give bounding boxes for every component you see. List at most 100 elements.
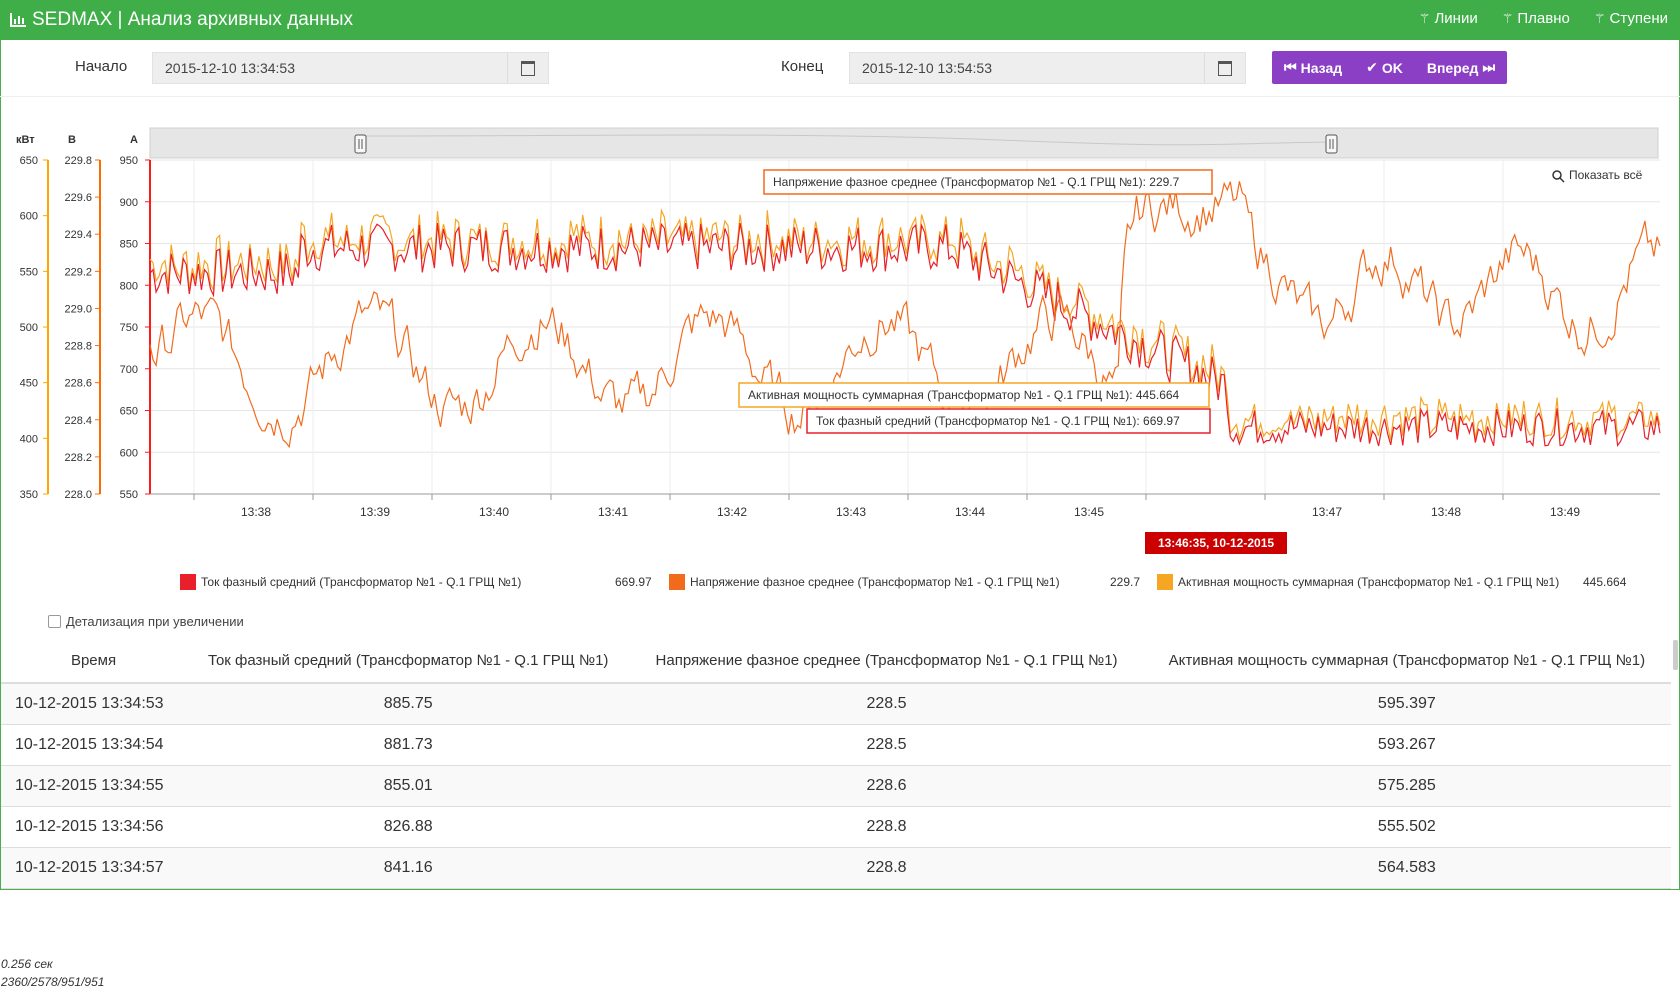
- y-tick-label: 228.0: [64, 489, 92, 501]
- start-datetime-field[interactable]: 2015-12-10 13:34:53: [152, 52, 549, 84]
- table-row[interactable]: 10-12-2015 13:34:55 855.01 228.6 575.285: [1, 765, 1671, 807]
- legend-label-voltage[interactable]: Напряжение фазное среднее (Трансформатор…: [690, 575, 1060, 589]
- forward-button[interactable]: Вперед ⏭: [1426, 59, 1496, 76]
- y-tick-label: 600: [20, 211, 38, 223]
- table-scrollbar[interactable]: [1673, 640, 1678, 670]
- zoom-icon: [1552, 170, 1562, 180]
- legend-swatch-current[interactable]: [180, 574, 196, 590]
- detail-label: Детализация при увеличении: [66, 614, 244, 629]
- grid-lines: [150, 159, 1660, 495]
- axis-unit-v: В: [68, 134, 76, 146]
- series-lines: [149, 181, 1661, 449]
- y-tick-label: 550: [20, 266, 38, 278]
- tooltip-voltage: Напряжение фазное среднее (Трансформатор…: [763, 169, 1213, 195]
- bar-chart-icon: [10, 13, 26, 27]
- y-tick-label: 228.4: [64, 415, 92, 427]
- navigator-handle-left[interactable]: [354, 134, 367, 154]
- navigation-buttons: ⏮ Назад ✔ OK Вперед ⏭: [1272, 51, 1508, 84]
- cell-current: 881.73: [186, 724, 631, 766]
- legend-swatch-power[interactable]: [1157, 574, 1173, 590]
- cell-voltage: 228.6: [630, 765, 1143, 807]
- series-line-current[interactable]: [149, 222, 1661, 448]
- y-tick-label: 228.2: [64, 452, 92, 464]
- ok-button[interactable]: ✔ OK: [1366, 59, 1403, 76]
- data-table-container[interactable]: Время Ток фазный средний (Трансформатор …: [1, 638, 1671, 890]
- y-tick-label: 229.0: [64, 303, 92, 315]
- x-axis: 13:38 13:39 13:40 13:41 13:42 13:43 13:44 13:45…: [150, 493, 1660, 519]
- start-datetime-value: 2015-12-10 13:34:53: [165, 60, 295, 76]
- series-line-power[interactable]: [149, 208, 1661, 442]
- cell-current: 855.01: [186, 765, 631, 807]
- calendar-icon: [521, 60, 535, 76]
- series-line-voltage[interactable]: [149, 181, 1661, 449]
- legend-label-power[interactable]: Активная мощность суммарная (Трансформат…: [1178, 575, 1560, 589]
- cell-current: 826.88: [186, 806, 631, 848]
- y-tick-label: 850: [120, 239, 138, 251]
- crosshair-time-box: [1145, 532, 1287, 554]
- tooltip-current: Ток фазный средний (Трансформатор №1 - Q…: [806, 408, 1211, 434]
- range-navigator[interactable]: [149, 127, 1659, 159]
- y-axes: 650 600 550 500 450 400 350 229.8 229.6 229.4 229.…: [20, 155, 151, 501]
- navigator-series: [361, 134, 1331, 146]
- navigator-handle-right[interactable]: [1325, 134, 1338, 154]
- cell-time: 10-12-2015 13:34:53: [1, 683, 186, 725]
- svg-text:Напряжение фазное среднее (Тра: Напряжение фазное среднее (Трансформатор…: [773, 175, 1180, 189]
- x-tick-label: 13:49: [1550, 505, 1580, 519]
- start-label: Начало: [75, 58, 128, 75]
- x-tick-label: 13:45: [1074, 505, 1104, 519]
- back-button[interactable]: ⏮ Назад: [1284, 59, 1343, 76]
- archive-chart[interactable]: кВт В А 650 600 550 500 450 400 350 229.8 229.6 2…: [0, 120, 1680, 560]
- table-row[interactable]: 10-12-2015 13:34:56 826.88 228.8 555.502: [1, 806, 1671, 848]
- nav-smooth[interactable]: ⚚ Плавно: [1501, 10, 1570, 27]
- column-header-voltage[interactable]: Напряжение фазное среднее (Трансформатор…: [630, 638, 1143, 684]
- cell-power: 564.583: [1142, 847, 1671, 889]
- cell-current: 885.75: [186, 683, 631, 725]
- y-tick-label: 700: [120, 364, 138, 376]
- end-label: Конец: [781, 58, 824, 75]
- column-header-power[interactable]: Активная мощность суммарная (Трансформат…: [1142, 638, 1671, 684]
- show-all-label: Показать всё: [1569, 168, 1643, 182]
- table-row[interactable]: 10-12-2015 13:34:58837.81228.8561.959: [1, 888, 1671, 890]
- table-row[interactable]: 10-12-2015 13:34:57 841.16 228.8 564.583: [1, 847, 1671, 889]
- cell-voltage: 228.8: [630, 806, 1143, 848]
- cell-time: 10-12-2015 13:34:57: [1, 847, 186, 889]
- table-row[interactable]: 10-12-2015 13:34:53 885.75 228.5 595.397: [1, 683, 1671, 725]
- x-tick-label: 13:41: [598, 505, 628, 519]
- y-tick-label: 500: [20, 322, 38, 334]
- y-tick-label: 229.4: [64, 229, 92, 241]
- legend-label-current[interactable]: Ток фазный средний (Трансформатор №1 - Q…: [201, 575, 522, 589]
- axis-unit-a: А: [130, 134, 138, 146]
- table-row[interactable]: 10-12-2015 13:34:54 881.73 228.5 593.267: [1, 724, 1671, 766]
- step-forward-icon: ⏭: [1482, 59, 1496, 75]
- cell-time: 10-12-2015 13:34:54: [1, 724, 186, 766]
- top-bar: SEDMAX | Анализ архивных данных ⚚ Линии ⚚…: [0, 0, 1680, 40]
- column-header-time[interactable]: Время: [1, 638, 186, 684]
- y-tick-label: 900: [120, 197, 138, 209]
- nav-steps[interactable]: ⚚ Ступени: [1593, 10, 1668, 27]
- brand[interactable]: SEDMAX | Анализ архивных данных: [10, 9, 353, 31]
- end-datetime-field[interactable]: 2015-12-10 13:54:53: [849, 52, 1246, 84]
- detail-checkbox[interactable]: [48, 615, 61, 628]
- show-all-button[interactable]: Показать всё: [1552, 168, 1643, 183]
- x-tick-label: 13:38: [241, 505, 271, 519]
- data-table: Время Ток фазный средний (Трансформатор …: [1, 638, 1671, 890]
- cell-power: 555.502: [1142, 806, 1671, 848]
- x-tick-label: 13:48: [1431, 505, 1461, 519]
- tooltip-power: Активная мощность суммарная (Трансформат…: [738, 382, 1210, 408]
- detail-on-zoom[interactable]: Детализация при увеличении: [48, 614, 244, 629]
- y-tick-label: 350: [20, 489, 38, 501]
- legend-value-power: 445.664: [1583, 575, 1627, 589]
- end-calendar-button[interactable]: [1204, 53, 1245, 83]
- start-calendar-button[interactable]: [507, 53, 548, 83]
- legend-swatch-voltage[interactable]: [669, 574, 685, 590]
- cell-power: 593.267: [1142, 724, 1671, 766]
- cell-voltage: 228.5: [630, 683, 1143, 725]
- cell-power: 595.397: [1142, 683, 1671, 725]
- crosshair-time-label: 13:46:35, 10-12-2015: [1158, 536, 1274, 550]
- column-header-current[interactable]: Ток фазный средний (Трансформатор №1 - Q…: [186, 638, 631, 684]
- end-datetime-value: 2015-12-10 13:54:53: [862, 60, 992, 76]
- cell-current: 837.81: [186, 888, 631, 890]
- y-tick-label: 228.6: [64, 378, 92, 390]
- step-backward-icon: ⏮: [1284, 59, 1297, 75]
- nav-lines[interactable]: ⚚ Линии: [1418, 10, 1478, 27]
